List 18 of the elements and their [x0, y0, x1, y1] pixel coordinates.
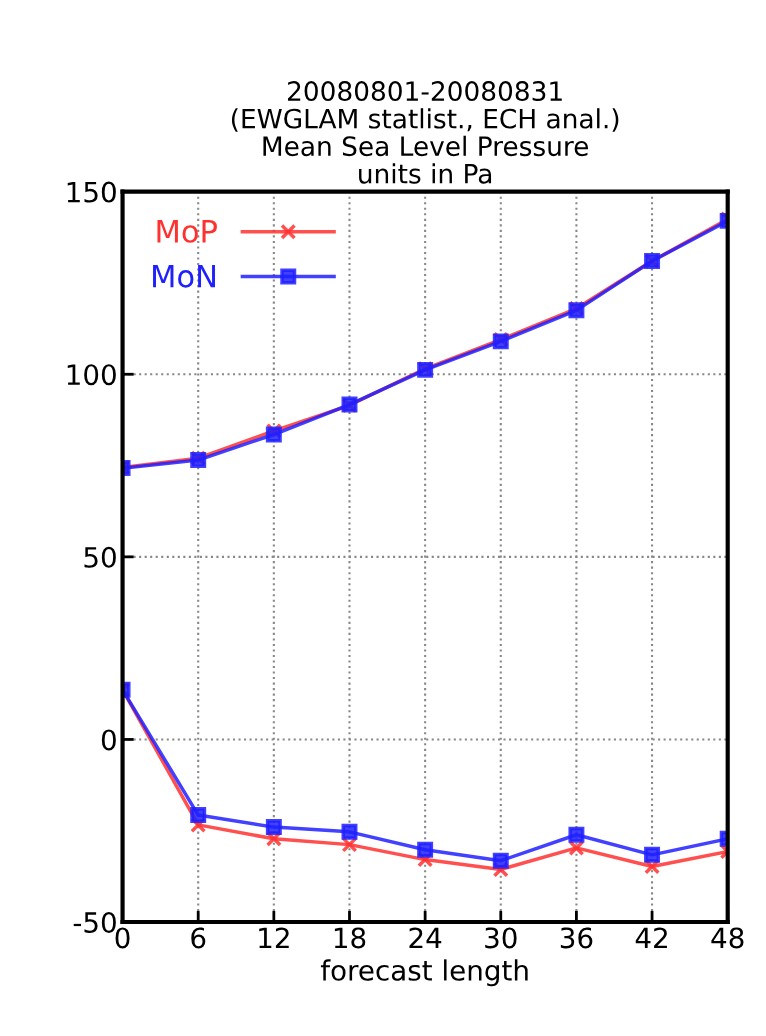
y-tick-label: 0 [101, 729, 116, 751]
y-tick-label: 100 [67, 364, 116, 386]
legend-label: MoN [153, 264, 215, 288]
x-tick-label: 12 [259, 927, 289, 949]
x-tick-label: 0 [115, 927, 130, 949]
x-tick-label: 30 [485, 927, 517, 949]
x-tick-label: 6 [191, 927, 206, 949]
x-tick-label: 48 [711, 927, 744, 949]
x-axis-title: forecast length [320, 959, 528, 987]
x-tick-label: 18 [334, 927, 366, 949]
x-tick-label: 36 [560, 927, 593, 949]
legend-label: MoP [157, 220, 217, 243]
x-tick-label: 42 [635, 927, 667, 949]
y-tick-label: -50 [73, 911, 116, 933]
y-tick-label: 50 [84, 546, 116, 568]
y-tick-label: 150 [67, 181, 116, 203]
chart-title: 20080801-20080831 (EWGLAM statlist., ECH anal.) Mean Sea Level Pressure units in Pa [231, 81, 619, 184]
x-tick-label: 24 [409, 927, 442, 949]
